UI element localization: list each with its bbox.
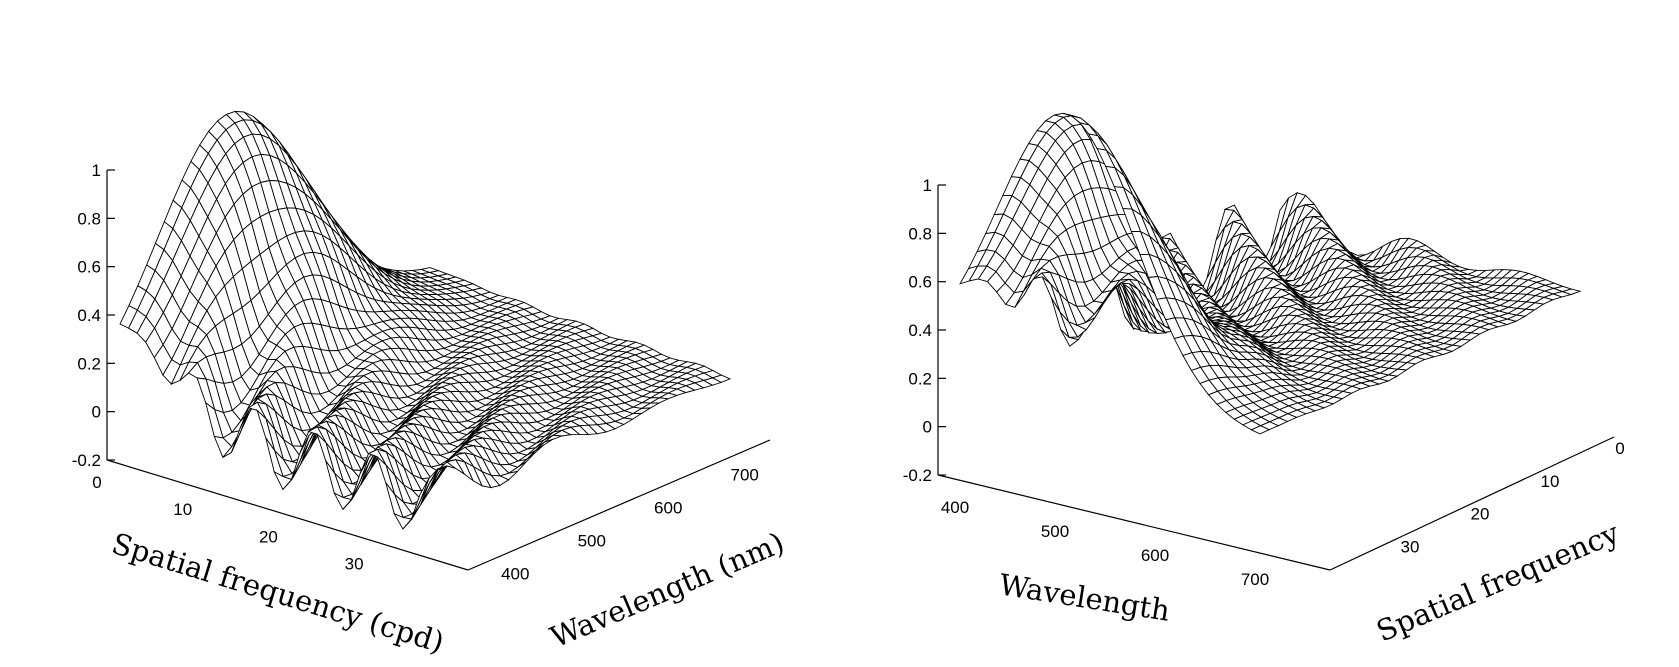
y-tick-label: 500 — [578, 531, 606, 550]
right-x-ticks: 400 500 600 700 — [941, 498, 1269, 589]
right-x-axis-line — [937, 474, 1331, 571]
x-tick-label: 500 — [1041, 522, 1069, 541]
left-surface-mesh — [119, 110, 732, 530]
mesh-cell — [1250, 425, 1271, 435]
mesh-cell — [410, 478, 430, 520]
z-tick-label: 0.2 — [77, 354, 101, 373]
y-tick-label: 400 — [501, 564, 529, 583]
left-x-axis-line — [106, 459, 469, 571]
x-tick-label: 600 — [1141, 546, 1169, 565]
z-tick-label: 0 — [923, 418, 932, 437]
left-x-ticks: 0 10 20 30 — [92, 473, 363, 573]
z-tick-label: 0.4 — [908, 321, 932, 340]
z-tick-label: 0.6 — [908, 273, 932, 292]
x-tick-label: 30 — [345, 554, 364, 573]
z-tick-label: -0.2 — [72, 451, 101, 470]
right-z-ticks: 1 0.8 0.6 0.4 0.2 0 -0.2 — [903, 176, 946, 485]
y-tick-label: 0 — [1615, 439, 1624, 458]
left-y-axis-line — [467, 439, 771, 571]
right-xlabel: Wavelength — [997, 567, 1172, 628]
x-tick-label: 700 — [1241, 570, 1269, 589]
right-ylabel: Spatial frequency — [1371, 515, 1624, 648]
y-tick-label: 10 — [1541, 472, 1560, 491]
z-tick-label: 0 — [92, 403, 101, 422]
z-tick-label: 0.6 — [77, 258, 101, 277]
x-tick-label: 400 — [941, 498, 969, 517]
y-tick-label: 600 — [654, 499, 682, 518]
x-tick-label: 10 — [173, 500, 192, 519]
z-tick-label: 0.8 — [908, 224, 932, 243]
left-xlabel: Spatial frequency (cpd) — [108, 526, 448, 659]
z-tick-label: 0.2 — [908, 369, 932, 388]
x-tick-label: 0 — [92, 473, 101, 492]
right-y-axis-line — [1329, 436, 1615, 571]
y-tick-label: 700 — [731, 466, 759, 485]
right-y-ticks: 0 10 20 30 — [1401, 439, 1625, 557]
z-tick-label: -0.2 — [903, 466, 932, 485]
z-tick-label: 0.4 — [77, 306, 101, 325]
z-tick-label: 1 — [92, 161, 101, 180]
y-tick-label: 30 — [1401, 538, 1420, 557]
z-tick-label: 1 — [923, 176, 932, 195]
left-z-ticks: 1 0.8 0.6 0.4 0.2 0 -0.2 — [72, 161, 115, 470]
right-surface-mesh — [959, 112, 1582, 435]
y-tick-label: 20 — [1471, 505, 1490, 524]
left-y-ticks: 400 500 600 700 — [501, 466, 759, 584]
z-tick-label: 0.8 — [77, 209, 101, 228]
x-tick-label: 20 — [259, 527, 278, 546]
